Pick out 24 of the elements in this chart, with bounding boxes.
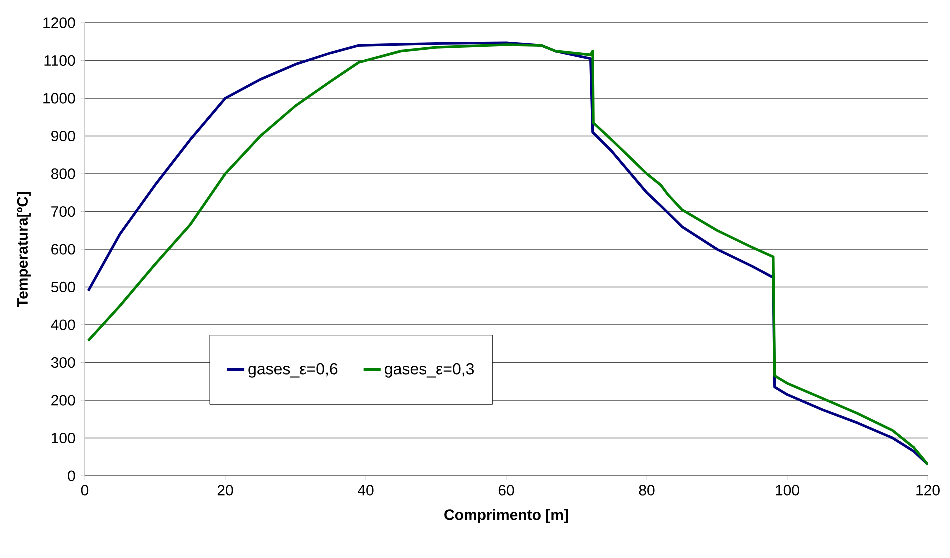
y-tick-label: 900 (52, 130, 76, 142)
x-tick-label: 20 (218, 485, 234, 496)
y-tick-label: 800 (52, 168, 76, 180)
y-tick-label: 100 (52, 432, 76, 444)
y-tick-label: 600 (52, 244, 76, 255)
y-tick-label: 200 (52, 395, 76, 406)
x-tick-label: 80 (639, 485, 655, 496)
y-tick-label: 500 (51, 282, 76, 293)
y-axis-title: Temperatura[ºC] (16, 192, 31, 308)
x-tick-label: 0 (81, 485, 89, 496)
legend-label: gases_ε=0,3 (385, 363, 474, 378)
y-tick-label: 1000 (44, 93, 76, 104)
y-tick-label: 1200 (44, 18, 76, 28)
y-tick-label: 1100 (44, 55, 76, 66)
y-tick-label: 0 (68, 470, 76, 482)
x-axis-title: Comprimento [m] (444, 509, 568, 524)
x-tick-label: 100 (776, 485, 800, 496)
y-tick-label: 300 (51, 357, 76, 368)
x-tick-label: 40 (358, 485, 374, 496)
legend-label: gases_ε=0,6 (248, 363, 338, 378)
y-tick-label: 400 (51, 320, 76, 330)
y-tick-label: 700 (52, 206, 76, 218)
x-tick-label: 120 (916, 485, 940, 496)
x-tick-label: 60 (498, 485, 514, 496)
